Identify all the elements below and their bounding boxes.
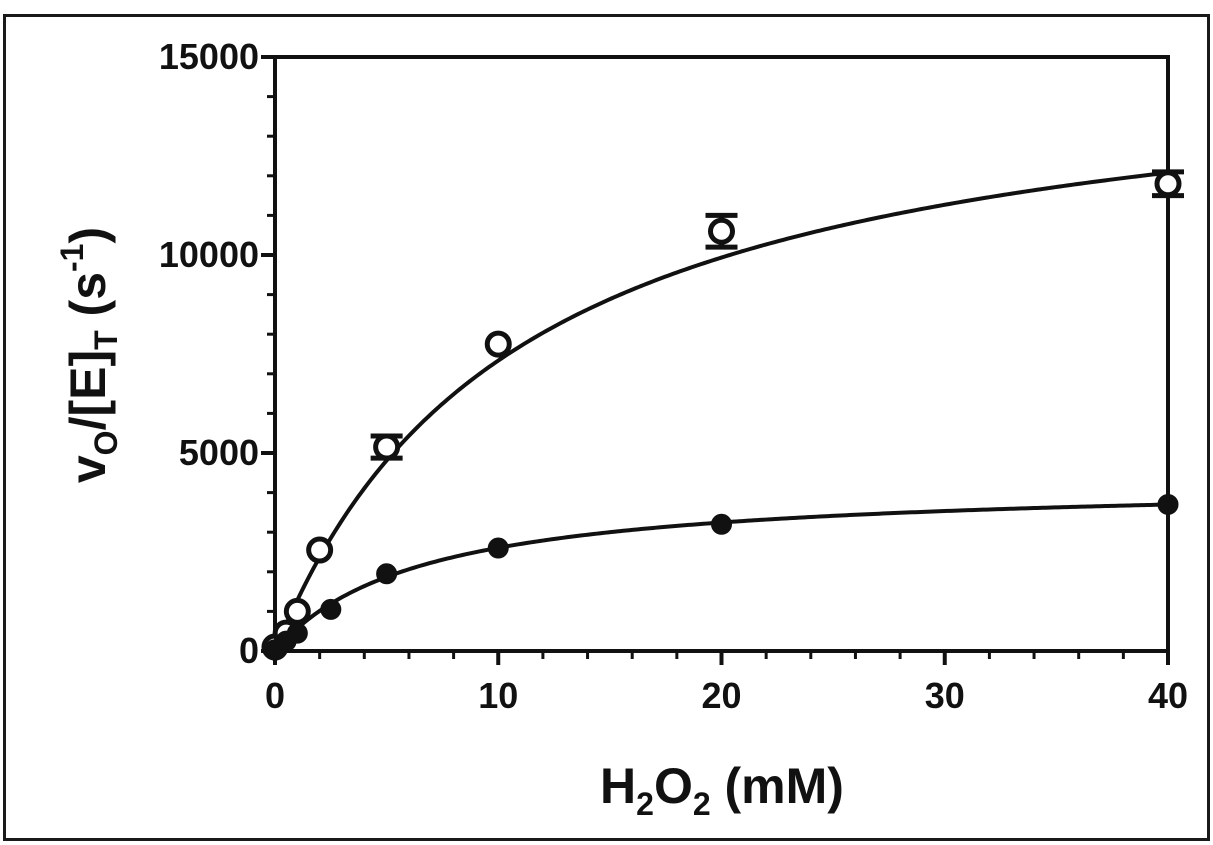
figure-frame [3,14,1210,841]
x-tick-label: 20 [701,675,741,716]
axis-ticks [261,55,1170,665]
y-tick-label: 10000 [159,234,259,275]
y-tick-label: 5000 [179,432,259,473]
tick-labels: 0 10 20 30 40 0 5000 10000 15000 [159,36,1188,716]
x-tick-label: 40 [1148,675,1188,716]
data-point-open [484,330,512,358]
data-point-filled [376,563,398,585]
plot-border [273,55,1170,653]
x-axis-title: H2O2 (mM) [600,758,844,822]
data-point-filled [1157,493,1179,515]
fit-curve-series-1 [273,170,1169,652]
data-point-filled [711,513,732,535]
data-point-open [283,597,311,625]
x-tick-label: 30 [925,675,965,716]
data-point-open [373,433,401,461]
data-points [261,170,1182,661]
data-point-filled [286,622,308,644]
data-point-open [1154,170,1182,198]
plot-area [273,55,1170,653]
y-tick-label: 0 [239,630,259,671]
data-point-open [708,217,735,245]
data-point-filled [487,537,509,559]
data-point-filled [320,598,342,620]
x-tick-label: 10 [478,675,518,716]
y-tick-label: 15000 [159,36,259,77]
data-point-open [306,536,334,564]
y-axis-title: vO/[E]T (s-1) [54,227,124,483]
error-bars [370,169,1184,461]
x-tick-label: 0 [265,675,285,716]
